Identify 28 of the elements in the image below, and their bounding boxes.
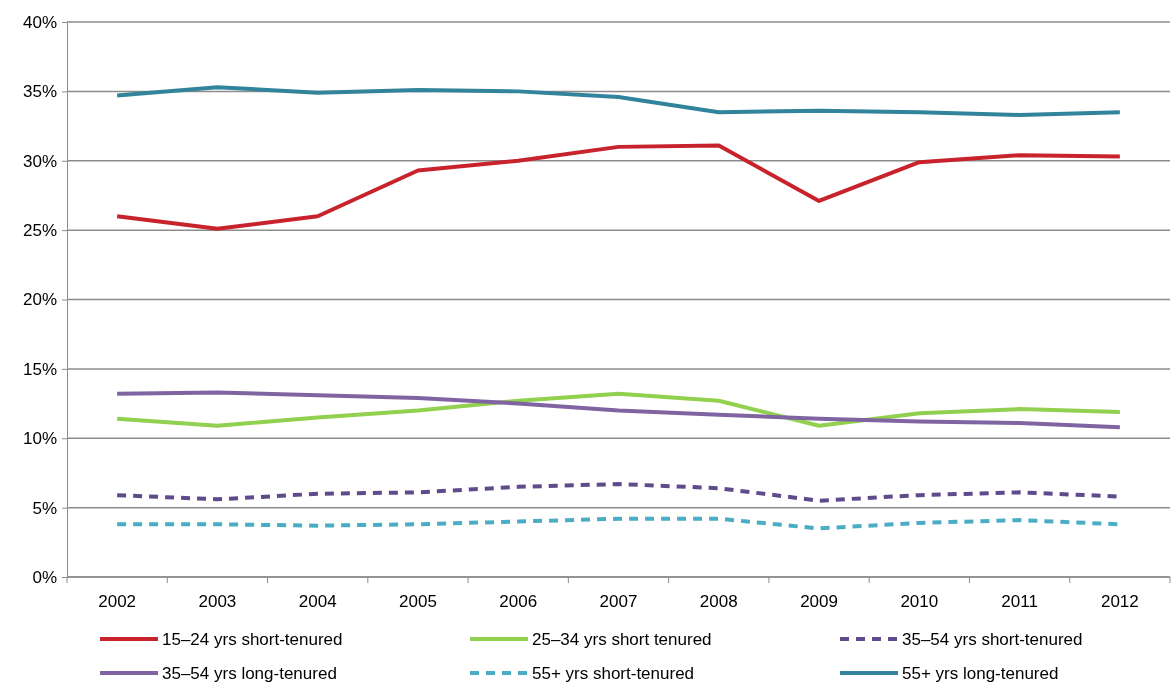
legend-label: 35–54 yrs long-tenured [162,664,337,683]
legend-label: 15–24 yrs short-tenured [162,630,343,649]
legend-label: 35–54 yrs short-tenured [902,630,1083,649]
line-series [115,85,1122,117]
x-tick-label: 2009 [800,592,838,611]
x-tick-label: 2012 [1100,592,1139,611]
y-tick-label: 25% [22,221,57,241]
y-tick-label: 35% [22,82,57,102]
x-tick-label: 2007 [599,592,638,611]
y-tick-label: 0% [32,567,57,587]
line-series [115,143,1122,231]
y-tick-label: 10% [22,429,57,449]
y-tick-label: 30% [22,151,57,171]
x-tick-label: 2003 [198,592,237,611]
y-tick-label: 20% [22,290,57,310]
x-tick-label: 2008 [699,592,738,611]
x-tick-label: 2010 [900,592,939,611]
y-tick-label: 15% [22,359,57,379]
x-tick-label: 2006 [499,592,538,611]
x-tick-label: 2002 [98,592,137,611]
legend-label: 25–34 yrs short tenured [532,630,712,649]
y-tick-label: 40% [22,12,57,32]
x-tick-label: 2004 [298,592,337,611]
y-tick-label: 5% [32,498,57,518]
legend-label: 55+ yrs short-tenured [532,664,695,683]
legend-label: 55+ yrs long-tenured [902,664,1059,683]
x-tick-label: 2011 [1001,592,1038,611]
x-tick-label: 2005 [399,592,437,611]
